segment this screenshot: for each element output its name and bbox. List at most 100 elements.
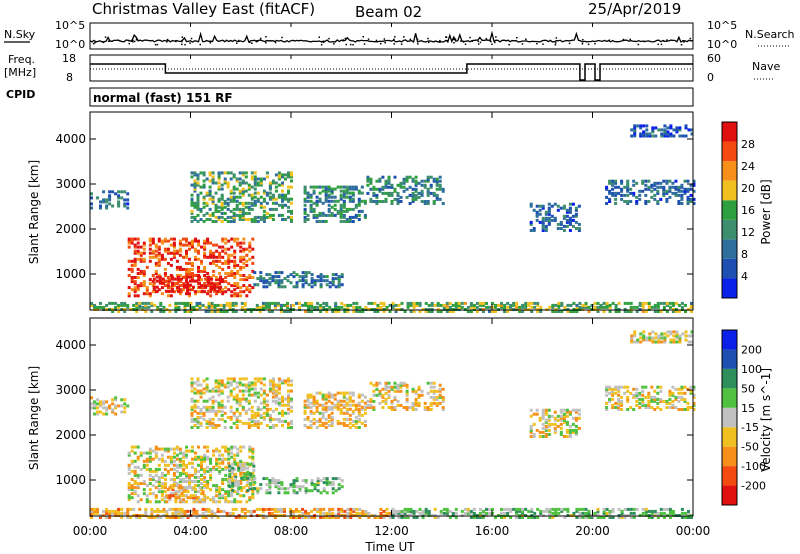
heatmap-cell	[312, 403, 316, 407]
heatmap-cell	[481, 509, 485, 513]
heatmap-cell	[224, 280, 228, 284]
colorbar-swatch	[722, 239, 737, 259]
heatmap-cell	[663, 132, 667, 136]
nsearch-dot	[281, 36, 283, 39]
heatmap-cell	[203, 247, 207, 251]
heatmap-cell	[402, 179, 406, 183]
heatmap-cell	[351, 197, 355, 201]
heatmap-cell	[334, 301, 338, 305]
heatmap-cell	[242, 445, 246, 449]
heatmap-cell	[680, 189, 684, 193]
heatmap-cell	[596, 305, 600, 309]
heatmap-cell	[605, 303, 609, 307]
heatmap-cell	[127, 494, 131, 498]
heatmap-cell	[230, 494, 234, 498]
heatmap-cell	[284, 381, 287, 385]
heatmap-cell	[677, 408, 681, 411]
heatmap-cell	[287, 171, 290, 175]
nsearch-dot	[199, 43, 201, 46]
heatmap-cell	[157, 490, 161, 494]
heatmap-cell	[553, 418, 557, 422]
heatmap-cell	[337, 511, 341, 515]
heatmap-cell	[252, 464, 256, 468]
heatmap-cell	[653, 511, 657, 515]
heatmap-cell	[268, 185, 272, 189]
heatmap-cell	[190, 211, 194, 215]
heatmap-cell	[475, 516, 479, 519]
heatmap-cell	[208, 189, 212, 193]
heatmap-cell	[339, 189, 343, 193]
heatmap-cell	[117, 194, 121, 198]
heatmap-cell	[677, 200, 681, 203]
heatmap-cell	[544, 212, 548, 216]
heatmap-cell	[617, 397, 621, 401]
heatmap-cell	[384, 399, 388, 403]
heatmap-cell	[197, 265, 200, 269]
nsearch-dot	[622, 38, 625, 41]
heatmap-cell	[379, 305, 383, 309]
heatmap-cell	[262, 405, 266, 409]
heatmap-cell	[532, 229, 536, 232]
heatmap-cell	[188, 257, 191, 261]
heatmap-cell	[117, 305, 121, 309]
heatmap-cell	[235, 203, 239, 207]
heatmap-cell	[544, 420, 548, 424]
heatmap-cell	[182, 282, 185, 286]
heatmap-cell	[529, 222, 533, 226]
heatmap-cell	[183, 305, 187, 309]
heatmap-cell	[333, 195, 337, 199]
heatmap-cell	[151, 478, 155, 481]
heatmap-cell	[620, 509, 624, 513]
heatmap-cell	[268, 379, 272, 383]
heatmap-cell	[281, 381, 284, 385]
heatmap-cell	[239, 471, 243, 475]
heatmap-cell	[403, 516, 407, 519]
heatmap-cell	[650, 511, 654, 515]
heatmap-cell	[217, 379, 221, 383]
heatmap-cell	[435, 181, 439, 185]
heatmap-cell	[136, 237, 140, 241]
heatmap-cell	[191, 461, 194, 465]
heatmap-cell	[617, 399, 621, 403]
heatmap-cell	[223, 419, 227, 423]
heatmap-cell	[274, 424, 278, 427]
heatmap-cell	[236, 286, 240, 290]
heatmap-cell	[194, 249, 197, 253]
heatmap-cell	[348, 407, 352, 411]
heatmap-cell	[333, 405, 337, 409]
heatmap-cell	[538, 418, 542, 422]
heatmap-cell	[544, 426, 548, 430]
heatmap-cell	[345, 207, 349, 211]
heatmap-cell	[250, 177, 254, 181]
heatmap-cell	[231, 507, 235, 511]
heatmap-cell	[195, 303, 199, 307]
heatmap-cell	[445, 310, 449, 313]
heatmap-cell	[360, 421, 364, 425]
heatmap-cell	[301, 516, 305, 519]
heatmap-cell	[660, 334, 664, 338]
heatmap-cell	[342, 209, 346, 213]
heatmap-cell	[230, 500, 234, 504]
heatmap-cell	[215, 282, 219, 286]
heatmap-cell	[238, 403, 242, 407]
heatmap-cell	[183, 275, 186, 279]
heatmap-cell	[454, 507, 458, 511]
heatmap-cell	[239, 500, 243, 504]
heatmap-cell	[208, 171, 212, 175]
heatmap-cell	[485, 511, 488, 515]
heatmap-cell	[267, 301, 271, 305]
heatmap-cell	[133, 280, 137, 284]
heatmap-cell	[602, 310, 606, 313]
heatmap-cell	[197, 267, 200, 271]
heatmap-cell	[277, 177, 281, 181]
heatmap-cell	[639, 332, 643, 336]
heatmap-cell	[547, 418, 551, 422]
heatmap-cell	[529, 204, 533, 208]
heatmap-cell	[684, 511, 687, 515]
heatmap-cell	[189, 496, 193, 500]
heatmap-cell	[227, 500, 231, 504]
heatmap-cell	[217, 187, 221, 191]
heatmap-cell	[611, 509, 615, 513]
heatmap-cell	[373, 516, 377, 519]
heatmap-cell	[111, 204, 115, 208]
